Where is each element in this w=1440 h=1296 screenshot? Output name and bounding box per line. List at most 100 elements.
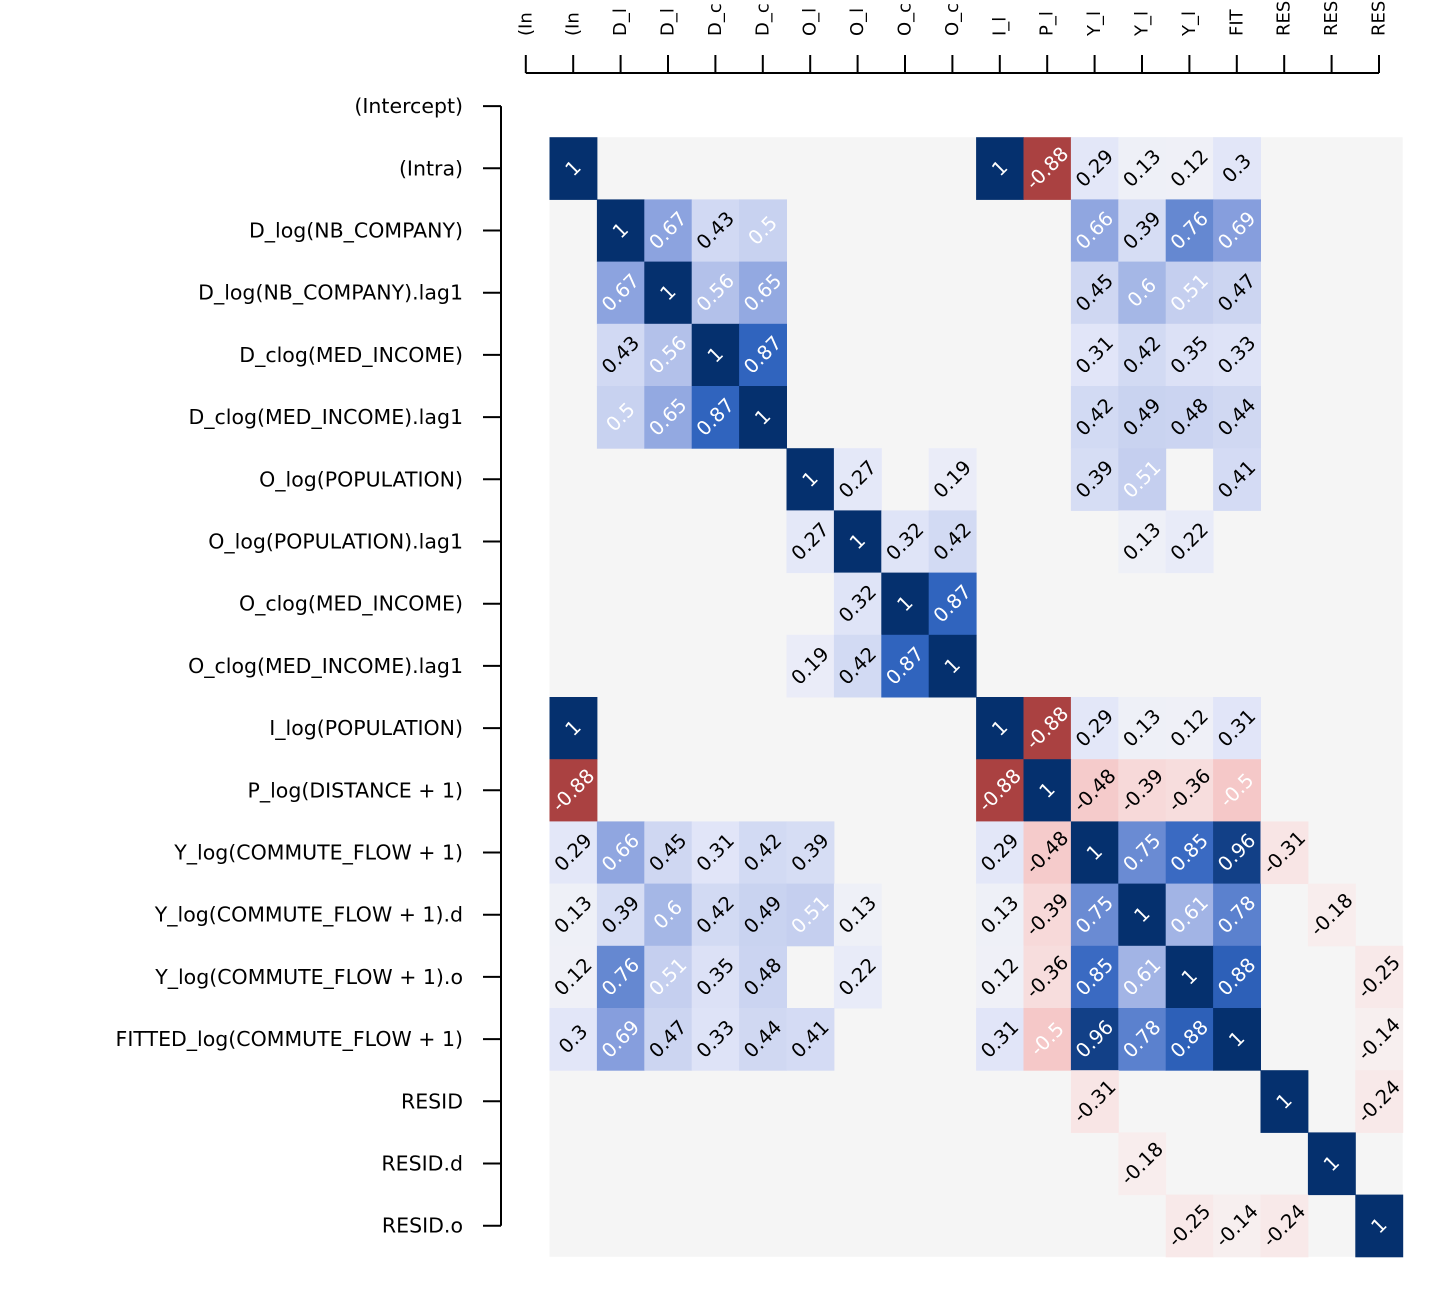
heatmap-cell — [1118, 386, 1167, 449]
column-label: D_c — [752, 3, 773, 36]
heatmap-cell — [786, 883, 835, 947]
heatmap-cell — [786, 448, 835, 511]
heatmap-cell — [1070, 386, 1119, 449]
heatmap-cell — [1118, 137, 1167, 200]
heatmap-cell — [1165, 1008, 1214, 1071]
heatmap-cell — [1118, 945, 1167, 1009]
y-axis: (Intercept) (Intra) D_log(NB_COMPANY) D_log… — [116, 94, 502, 1238]
heatmap-cells: 1 1 -0.880.29 0.13 0.12 0.31 0.67 0.43 0.5 0.66 0.… — [547, 137, 1405, 1258]
column-label: RES — [1369, 1, 1390, 36]
heatmap-cell — [739, 821, 787, 885]
heatmap-cell — [1070, 137, 1119, 200]
heatmap-cell — [1165, 137, 1214, 200]
heatmap-cell — [596, 199, 645, 263]
heatmap-cell — [1023, 759, 1072, 822]
heatmap-cell — [1355, 1194, 1404, 1258]
heatmap-cell — [1355, 1008, 1404, 1071]
row-label: RESID.d — [381, 1152, 463, 1176]
column-label: FIT — [1226, 8, 1247, 36]
heatmap-cell — [833, 945, 882, 1009]
column-label: P_l — [1037, 11, 1058, 36]
heatmap-cell — [1260, 1194, 1309, 1258]
heatmap-cell — [739, 323, 787, 387]
row-label: O_clog(MED_INCOME).lag1 — [188, 654, 463, 679]
heatmap-cell — [691, 883, 740, 947]
heatmap-cell — [1213, 821, 1261, 885]
heatmap-cell — [596, 821, 645, 885]
heatmap-cell — [1213, 448, 1261, 511]
heatmap-cell — [833, 510, 882, 574]
row-label: Y_log(COMMUTE_FLOW + 1).d — [154, 903, 463, 928]
row-label: O_log(POPULATION) — [259, 467, 463, 492]
column-label: O_l — [800, 8, 821, 36]
heatmap-cell — [976, 883, 1024, 947]
heatmap-cell — [739, 386, 787, 449]
heatmap-cell — [1118, 448, 1167, 511]
row-label: O_log(POPULATION).lag1 — [208, 530, 463, 555]
heatmap-cell — [691, 323, 740, 387]
heatmap-cell — [1070, 759, 1119, 822]
heatmap-cell — [739, 199, 787, 263]
heatmap-cell — [1023, 883, 1072, 947]
heatmap-cell — [549, 821, 598, 885]
heatmap-cell — [786, 821, 835, 885]
heatmap-cell — [596, 323, 645, 387]
heatmap-cell — [1213, 697, 1261, 760]
column-label: Y_l — [1132, 11, 1153, 37]
heatmap-cell — [1070, 945, 1119, 1009]
heatmap-cell — [1070, 883, 1119, 947]
heatmap-cell — [1165, 199, 1214, 263]
heatmap-cell — [691, 386, 740, 449]
heatmap-cell — [1118, 323, 1167, 387]
column-label: (In — [563, 12, 584, 36]
row-label: D_clog(MED_INCOME) — [239, 343, 463, 368]
heatmap-cell — [1307, 883, 1356, 947]
heatmap-cell — [549, 883, 598, 947]
heatmap-cell — [1118, 697, 1167, 760]
column-label: D_l — [658, 8, 679, 36]
heatmap-cell — [644, 386, 693, 449]
row-label: (Intra) — [399, 156, 463, 180]
heatmap-cell — [1023, 1008, 1072, 1071]
heatmap-cell — [976, 1008, 1024, 1071]
heatmap-cell — [833, 448, 882, 511]
heatmap-cell — [1023, 945, 1072, 1009]
heatmap-cell — [1165, 386, 1214, 449]
heatmap-cell — [1165, 821, 1214, 885]
heatmap-cell — [596, 883, 645, 947]
heatmap-cell — [1118, 821, 1167, 885]
heatmap-cell — [1118, 1008, 1167, 1071]
heatmap-cell — [1165, 883, 1214, 947]
heatmap-cell — [1165, 945, 1214, 1009]
heatmap-cell — [644, 1008, 693, 1071]
heatmap-cell — [1070, 821, 1119, 885]
row-label: Y_log(COMMUTE_FLOW + 1) — [173, 841, 463, 866]
heatmap-cell — [1213, 945, 1261, 1009]
heatmap-cell — [1070, 261, 1119, 325]
row-label: (Intercept) — [354, 94, 463, 118]
column-label: O_c — [942, 3, 963, 36]
column-label: D_c — [705, 3, 726, 36]
heatmap-cell — [1307, 1132, 1356, 1196]
row-label: D_clog(MED_INCOME).lag1 — [188, 405, 463, 430]
heatmap-cell — [881, 634, 930, 698]
heatmap-cell — [1118, 1132, 1167, 1196]
heatmap-cell — [928, 572, 977, 636]
heatmap-cell — [976, 697, 1024, 760]
heatmap-cell — [1213, 1194, 1261, 1258]
heatmap-cell — [596, 1008, 645, 1071]
heatmap-cell — [1213, 323, 1261, 387]
heatmap-cell — [928, 634, 977, 698]
heatmap-cell — [644, 821, 693, 885]
column-label: O_l — [847, 8, 868, 36]
heatmap-cell — [1023, 697, 1072, 760]
row-label: O_clog(MED_INCOME) — [239, 592, 463, 617]
column-label: Y_l — [1179, 11, 1200, 37]
row-label: I_log(POPULATION) — [269, 716, 463, 741]
heatmap-cell — [833, 883, 882, 947]
column-label: D_l — [610, 8, 631, 36]
heatmap-cell — [644, 883, 693, 947]
heatmap-cell — [1165, 323, 1214, 387]
heatmap-cell — [786, 1008, 835, 1071]
column-label: RES — [1321, 1, 1342, 36]
